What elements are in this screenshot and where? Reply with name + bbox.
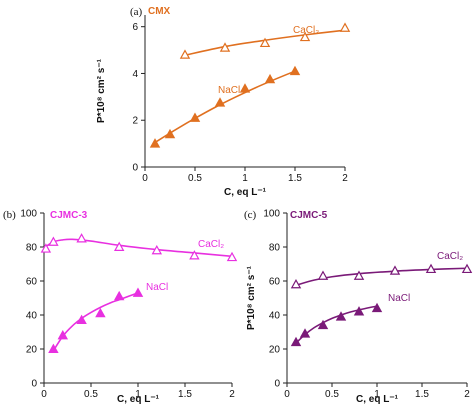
data-point: [371, 302, 383, 313]
panel-c: (c) CJMC-5 C, eq L⁻¹ P*10⁸ cm² s⁻¹ CaCl₂…: [244, 209, 473, 405]
data-point: [179, 49, 191, 59]
data-point: [219, 42, 231, 52]
panel-a-ylabel: P*10⁸ cm² s⁻¹: [96, 58, 107, 123]
panel-b-letter: (b): [3, 209, 16, 221]
data-point: [339, 22, 351, 32]
data-point: [151, 244, 163, 255]
data-point: [264, 73, 276, 84]
y-tick-label: 80: [269, 243, 281, 254]
data-point: [189, 250, 200, 260]
x-tick-label: 1.5: [415, 389, 429, 400]
data-point: [353, 306, 365, 316]
x-tick-label: 1: [135, 389, 141, 400]
fit-curve: [52, 292, 139, 352]
data-point: [389, 265, 401, 275]
data-point: [76, 233, 87, 243]
data-point: [290, 278, 302, 289]
panel-a-letter: (a): [130, 6, 143, 18]
y-tick-label: 40: [26, 311, 38, 322]
data-point: [76, 314, 87, 325]
data-point: [95, 307, 106, 318]
data-point: [335, 311, 347, 321]
x-tick-label: 0: [142, 173, 148, 184]
x-tick-label: 0: [284, 389, 290, 400]
data-point: [317, 270, 329, 280]
data-point: [226, 251, 238, 262]
y-tick-label: 4: [132, 69, 138, 80]
panel-c-series-caci2-label: CaCl₂: [437, 251, 463, 262]
data-point: [299, 31, 311, 42]
x-tick-label: 1.5: [178, 389, 192, 400]
x-tick-label: 2: [229, 389, 235, 400]
fit-curve: [295, 305, 378, 344]
y-tick-label: 20: [26, 345, 38, 356]
panel-a-series-caci2-label: CaCl₂: [293, 25, 319, 36]
panel-b-series-caci2-label: CaCl₂: [198, 239, 224, 250]
panel-b-title: CJMC-3: [50, 210, 88, 221]
panel-a-xlabel: C, eq L⁻¹: [224, 187, 267, 198]
data-point: [259, 37, 271, 48]
panel-a-title: CMX: [148, 6, 171, 17]
x-tick-label: 2: [464, 389, 470, 400]
panel-c-xlabel: C, eq L⁻¹: [356, 394, 399, 405]
y-tick-label: 0: [274, 379, 280, 390]
panel-a: (a) CMX C, eq L⁻¹ P*10⁸ cm² s⁻¹ CaCl₂ Na…: [96, 6, 351, 198]
data-point: [113, 290, 125, 301]
y-tick-label: 6: [132, 22, 138, 33]
panel-c-series-naci-label: NaCl: [388, 293, 410, 304]
data-point: [132, 287, 144, 297]
data-point: [48, 343, 59, 353]
data-point: [317, 319, 329, 330]
panel-b-xlabel: C, eq L⁻¹: [117, 394, 160, 405]
panel-c-letter: (c): [244, 209, 257, 221]
y-tick-label: 20: [269, 345, 281, 356]
y-tick-label: 80: [26, 243, 38, 254]
data-point: [299, 328, 311, 338]
x-tick-label: 1: [374, 389, 380, 400]
y-tick-label: 40: [269, 311, 281, 322]
data-point: [189, 112, 201, 122]
panel-c-ylabel: P*10⁸ cm² s⁻¹: [246, 265, 257, 330]
y-tick-label: 100: [263, 209, 280, 220]
y-tick-label: 60: [269, 277, 281, 288]
data-point: [48, 236, 59, 246]
data-point: [164, 128, 176, 139]
data-point: [149, 138, 161, 148]
x-tick-label: 1.5: [288, 173, 302, 184]
data-point: [353, 270, 365, 280]
panel-c-title: CJMC-5: [290, 210, 328, 221]
data-point: [113, 241, 125, 251]
y-tick-label: 100: [20, 209, 37, 220]
x-tick-label: 2: [342, 173, 348, 184]
data-point: [57, 329, 69, 340]
data-point: [461, 263, 473, 274]
y-tick-label: 0: [132, 163, 138, 174]
panel-a-series-naci-label: NaCl: [218, 85, 240, 96]
x-tick-label: 0: [41, 389, 47, 400]
panel-b-series-naci-label: NaCl: [146, 282, 168, 293]
fit-curve: [43, 238, 233, 258]
data-point: [40, 243, 52, 253]
panel-b: (b) CJMC-3 C, eq L⁻¹ CaCl₂ NaCl 0 0.5 1 1.5…: [3, 209, 238, 405]
x-tick-label: 0.5: [325, 389, 339, 400]
x-tick-label: 0.5: [188, 173, 202, 184]
data-point: [289, 65, 301, 76]
data-point: [290, 336, 302, 347]
data-point: [214, 97, 226, 107]
data-point: [239, 83, 251, 93]
y-tick-label: 2: [132, 116, 138, 127]
y-tick-label: 60: [26, 277, 38, 288]
x-tick-label: 1: [242, 173, 248, 184]
y-tick-label: 0: [31, 379, 37, 390]
data-point: [425, 263, 437, 274]
x-tick-label: 0.5: [84, 389, 98, 400]
